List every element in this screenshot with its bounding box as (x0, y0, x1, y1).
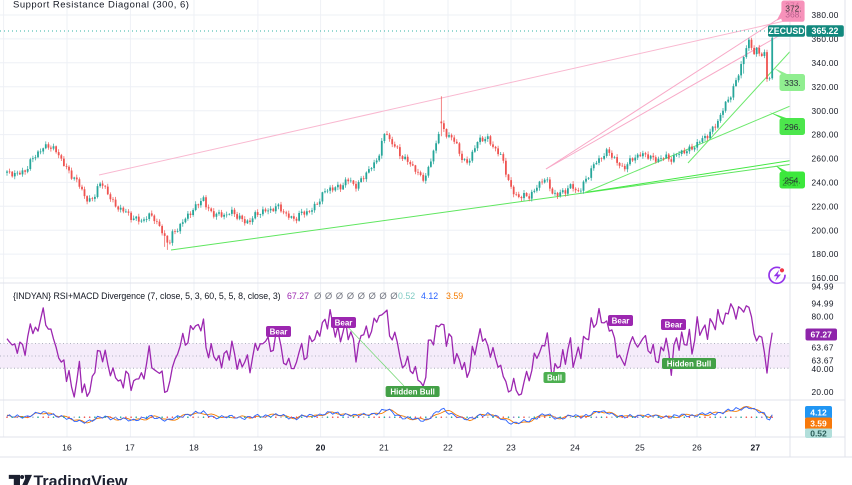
svg-text:17: 17 (125, 443, 135, 453)
svg-text:Bear: Bear (335, 318, 353, 327)
svg-text:Ø: Ø (347, 291, 355, 302)
svg-text:4.12: 4.12 (421, 291, 438, 301)
svg-text:Ø: Ø (379, 291, 387, 302)
svg-text:Ø: Ø (336, 291, 344, 302)
svg-text:Bear: Bear (270, 327, 288, 336)
svg-text:94.99: 94.99 (812, 282, 834, 292)
svg-text:260.00: 260.00 (812, 154, 839, 164)
svg-text:0.52: 0.52 (398, 291, 415, 301)
svg-text:200.00: 200.00 (812, 225, 839, 235)
svg-text:ZECUSD: ZECUSD (768, 26, 804, 36)
svg-text:296.: 296. (784, 122, 801, 132)
svg-text:160.00: 160.00 (812, 273, 839, 283)
svg-text:380.00: 380.00 (812, 10, 839, 20)
svg-text:Ø: Ø (390, 291, 398, 302)
svg-text:374.: 374. (785, 1, 802, 11)
svg-text:Bear: Bear (665, 320, 683, 329)
svg-text:240.00: 240.00 (812, 178, 839, 188)
svg-text:{INDYAN} RSI+MACD Divergence (: {INDYAN} RSI+MACD Divergence (7, close, … (13, 291, 281, 301)
svg-text:24: 24 (570, 443, 580, 453)
svg-text:20.00: 20.00 (812, 387, 834, 397)
svg-text:300.00: 300.00 (812, 106, 839, 116)
svg-text:22: 22 (443, 443, 453, 453)
svg-text:94.99: 94.99 (812, 298, 834, 308)
svg-text:368.: 368. (785, 10, 802, 20)
svg-text:27: 27 (750, 443, 760, 453)
svg-text:Bear: Bear (612, 316, 630, 325)
svg-text:3.59: 3.59 (810, 419, 827, 429)
svg-text:Ø: Ø (358, 291, 366, 302)
svg-text:26: 26 (692, 443, 702, 453)
svg-text:4.12: 4.12 (810, 408, 827, 418)
svg-text:63.67: 63.67 (812, 343, 834, 353)
svg-text:19: 19 (253, 443, 263, 453)
svg-text:280.00: 280.00 (812, 130, 839, 140)
svg-text:251.: 251. (782, 178, 799, 188)
svg-text:340.00: 340.00 (812, 58, 839, 68)
svg-text:Support Resistance Diagonal (3: Support Resistance Diagonal (300, 6) (13, 0, 189, 11)
svg-text:0.52: 0.52 (810, 428, 827, 438)
svg-text:3.59: 3.59 (446, 291, 463, 301)
svg-text:333.: 333. (784, 78, 801, 88)
svg-text:320.00: 320.00 (812, 82, 839, 92)
svg-text:63.67: 63.67 (812, 355, 834, 365)
svg-text:25: 25 (635, 443, 645, 453)
svg-text:Ø: Ø (325, 291, 333, 302)
svg-text:Ø: Ø (369, 291, 377, 302)
svg-text:16: 16 (62, 443, 72, 453)
svg-text:TradingView: TradingView (34, 474, 129, 485)
svg-text:23: 23 (506, 443, 516, 453)
svg-text:365.22: 365.22 (812, 26, 839, 36)
svg-text:360.00: 360.00 (812, 34, 839, 44)
svg-text:372.: 372. (785, 4, 802, 14)
svg-text:Hidden Bull: Hidden Bull (390, 387, 434, 396)
svg-text:20: 20 (316, 443, 326, 453)
svg-text:67.27: 67.27 (287, 291, 309, 301)
svg-text:21: 21 (379, 443, 389, 453)
svg-text:Hidden Bull: Hidden Bull (667, 359, 711, 368)
svg-text:80.00: 80.00 (812, 311, 834, 321)
svg-text:254.: 254. (784, 176, 801, 186)
svg-text:67.27: 67.27 (811, 330, 833, 340)
svg-text:Bull: Bull (547, 373, 562, 382)
svg-text:Ø: Ø (314, 291, 322, 302)
svg-text:180.00: 180.00 (812, 249, 839, 259)
svg-text:220.00: 220.00 (812, 201, 839, 211)
svg-text:40.00: 40.00 (812, 364, 834, 374)
svg-text:18: 18 (189, 443, 199, 453)
